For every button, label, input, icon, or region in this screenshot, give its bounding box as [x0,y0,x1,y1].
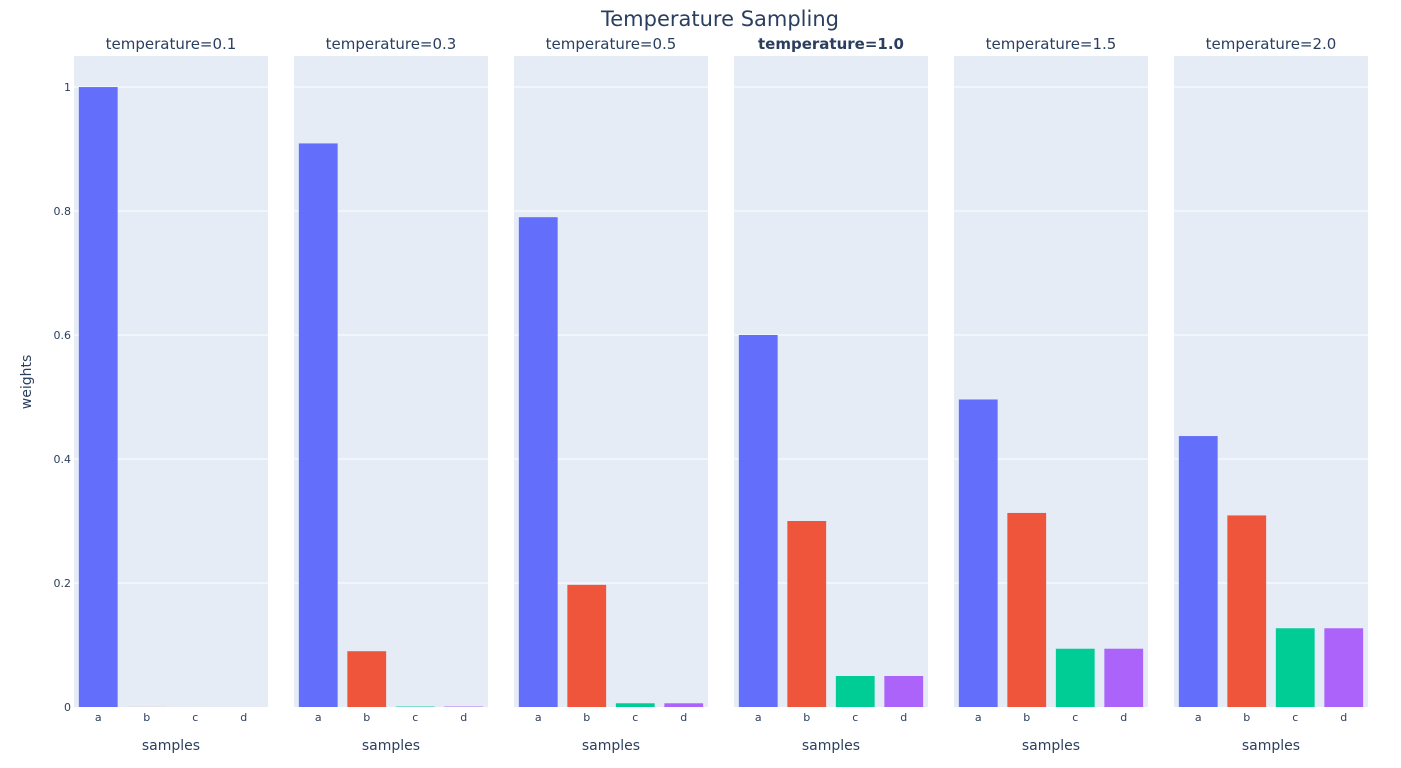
bar-a [518,217,558,707]
y-axis-label: weights [19,355,35,410]
x-tick-label: b [583,711,590,724]
x-tick-label: b [143,711,150,724]
subplot-title: temperature=1.0 [758,35,904,53]
y-tick-label: 0.6 [54,329,72,342]
subplot-title: temperature=1.5 [986,35,1117,53]
x-tick-label: a [755,711,762,724]
subplot-title: temperature=0.5 [546,35,677,53]
x-tick-label: a [1195,711,1202,724]
x-tick-label: d [1120,711,1127,724]
bar-d [1324,628,1364,707]
x-tick-label: b [803,711,810,724]
bar-d [664,703,704,707]
bar-c [1055,648,1095,707]
x-tick-label: d [680,711,687,724]
y-tick-label: 0.8 [54,205,72,218]
y-tick-label: 1 [64,81,71,94]
x-tick-label: c [412,711,418,724]
bar-a [738,335,778,707]
subplot-panel: temperature=1.0 a b c d samples [734,35,928,754]
subplot-title: temperature=0.3 [326,35,457,53]
x-tick-label: b [363,711,370,724]
x-axis-label: samples [1242,738,1300,754]
bar-a [958,399,998,707]
subplot-panel: temperature=0.5 a b c d samples [514,35,708,754]
x-axis-label: samples [802,738,860,754]
x-axis-label: samples [142,738,200,754]
x-tick-label: b [1243,711,1250,724]
y-tick-label: 0.4 [54,453,72,466]
y-tick-label: 0 [64,701,71,714]
bar-b [787,521,827,707]
bar-d [884,676,924,707]
x-tick-label: a [535,711,542,724]
x-tick-label: d [460,711,467,724]
x-tick-label: d [900,711,907,724]
x-tick-label: c [1072,711,1078,724]
bar-a [298,143,338,708]
subplot-panel: temperature=2.0 a b c d samples [1174,35,1368,754]
bar-c [835,676,875,707]
subplot-title: temperature=2.0 [1206,35,1337,53]
x-axis-label: samples [362,738,420,754]
bar-b [567,584,607,707]
x-tick-label: c [632,711,638,724]
y-tick-label: 0.2 [54,577,72,590]
bar-c [615,703,655,707]
x-tick-label: d [240,711,247,724]
subplot-panels: temperature=0.1a b c dsamplestemperature=0.… [54,35,1368,754]
bar-b [347,651,387,707]
x-tick-label: d [1340,711,1347,724]
x-tick-label: c [1292,711,1298,724]
x-tick-label: a [315,711,322,724]
x-tick-label: c [192,711,198,724]
x-tick-label: a [975,711,982,724]
subplot-panel: temperature=1.5 a b c d samples [954,35,1148,754]
x-axis-label: samples [1022,738,1080,754]
x-axis-label: samples [582,738,640,754]
bar-b [1007,512,1047,707]
x-tick-label: a [95,711,102,724]
x-tick-label: c [852,711,858,724]
bar-d [1104,648,1144,707]
bar-c [1275,628,1315,707]
bar-b [1227,515,1267,707]
bar-a [78,87,118,707]
x-tick-label: b [1023,711,1030,724]
chart-title: Temperature Sampling [600,7,839,31]
subplot-panel: temperature=0.3 a b c d samples [294,35,488,754]
subplot-panel: temperature=0.1 a b c d samples [74,35,268,754]
subplot-title: temperature=0.1 [106,35,237,53]
bar-a [1178,436,1218,707]
